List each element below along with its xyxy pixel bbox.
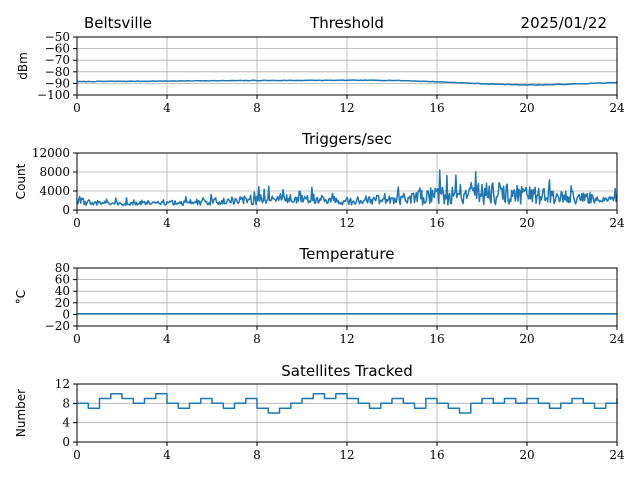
x-tick-label: 12 <box>339 216 354 230</box>
x-tick-label: 8 <box>253 332 261 346</box>
chart-title: Threshold <box>309 14 384 32</box>
x-tick-label: 12 <box>339 332 354 346</box>
y-tick-label: −20 <box>45 319 70 333</box>
y-axis-label: Count <box>14 163 28 199</box>
chart-panel-3: 0 4 8 12 16 20 24 0 4 8 12 Satellites Tracked Number <box>14 362 625 462</box>
x-tick-label: 12 <box>339 448 354 462</box>
x-tick-label: 0 <box>73 101 81 115</box>
chart-title: Temperature <box>298 245 394 263</box>
x-tick-label: 0 <box>73 216 81 230</box>
y-tick-label: 80 <box>55 261 70 275</box>
x-tick-label: 20 <box>519 101 534 115</box>
y-tick-label: −50 <box>45 30 70 44</box>
x-tick-label: 8 <box>253 448 261 462</box>
y-tick-label: 8 <box>62 396 70 410</box>
x-tick-label: 4 <box>163 101 171 115</box>
y-tick-label: 60 <box>55 273 70 287</box>
y-tick-label: 20 <box>55 296 70 310</box>
y-tick-label: 12 <box>55 377 70 391</box>
y-tick-label: 4000 <box>39 184 70 198</box>
x-tick-label: 20 <box>519 448 534 462</box>
x-tick-label: 4 <box>163 332 171 346</box>
x-tick-label: 24 <box>609 216 625 230</box>
x-tick-label: 16 <box>429 101 444 115</box>
y-tick-label: 0 <box>62 307 70 321</box>
y-tick-label: −90 <box>45 76 70 90</box>
y-tick-label: 12000 <box>32 146 70 160</box>
x-tick-label: 4 <box>163 216 171 230</box>
x-tick-label: 20 <box>519 216 534 230</box>
chart-panel-1: 0 4 8 12 16 20 24 0 4000 8000 12000 Triggers/sec Cou… <box>14 130 625 230</box>
x-tick-label: 0 <box>73 332 81 346</box>
y-tick-label: −60 <box>45 42 70 56</box>
y-tick-label: 4 <box>62 416 70 430</box>
y-axis-label: Number <box>14 389 28 437</box>
y-tick-label: 8000 <box>39 165 70 179</box>
location-label: Beltsville <box>84 14 152 32</box>
x-tick-label: 8 <box>253 216 261 230</box>
y-tick-label: 0 <box>62 203 70 217</box>
series-line <box>76 169 618 207</box>
y-tick-label: 0 <box>62 435 70 449</box>
x-tick-label: 8 <box>253 101 261 115</box>
date-label: 2025/01/22 <box>521 14 607 32</box>
x-tick-label: 16 <box>429 448 444 462</box>
x-tick-label: 0 <box>73 448 81 462</box>
series-line <box>76 79 618 86</box>
x-tick-label: 16 <box>429 216 444 230</box>
y-tick-label: 40 <box>55 284 70 298</box>
x-tick-label: 4 <box>163 448 171 462</box>
chart-title: Triggers/sec <box>301 130 392 148</box>
y-tick-label: −80 <box>45 65 70 79</box>
y-axis-label: °C <box>14 290 28 304</box>
x-tick-label: 12 <box>339 101 354 115</box>
x-tick-label: 24 <box>609 101 625 115</box>
series-line <box>77 392 618 414</box>
y-axis-label: dBm <box>16 52 30 80</box>
x-tick-label: 24 <box>609 332 625 346</box>
y-tick-label: −100 <box>37 88 70 102</box>
x-tick-label: 20 <box>519 332 534 346</box>
x-tick-label: 16 <box>429 332 444 346</box>
x-tick-label: 24 <box>609 448 625 462</box>
chart-panel-0: 0 4 8 12 16 20 24 −100−90−80−70−60−50 Threshold d… <box>16 14 625 115</box>
chart-title: Satellites Tracked <box>281 362 412 380</box>
y-tick-label: −70 <box>45 53 70 67</box>
